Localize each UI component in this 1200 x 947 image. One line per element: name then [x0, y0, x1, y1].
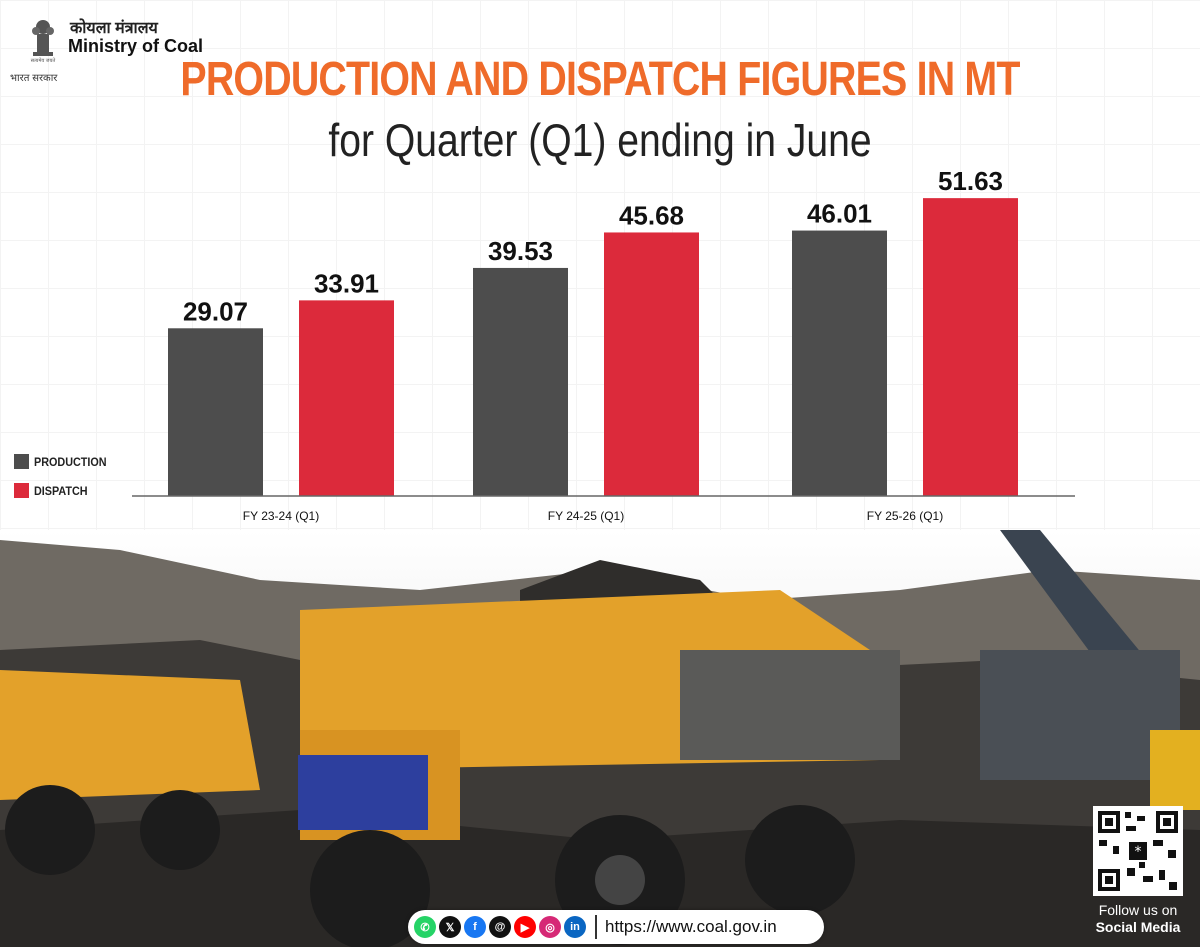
legend-swatch-dispatch [14, 483, 29, 498]
ministry-name-english: Ministry of Coal [68, 36, 204, 56]
page-title: PRODUCTION AND DISPATCH FIGURES IN MT [180, 53, 1020, 106]
bar-production-0 [168, 328, 263, 496]
linkedin-icon[interactable]: in [564, 916, 586, 938]
page-subtitle: for Quarter (Q1) ending in June [328, 114, 872, 166]
qr-code-icon[interactable]: * [1093, 806, 1183, 896]
data-label-production-2: 46.01 [807, 199, 872, 229]
website-link[interactable]: https://www.coal.gov.in [605, 917, 777, 936]
data-label-dispatch-0: 33.91 [314, 268, 379, 298]
legend-item-dispatch: DISPATCH [14, 483, 115, 498]
x-tick-label-1: FY 24-25 (Q1) [548, 509, 624, 523]
bar-production-1 [473, 267, 568, 496]
bar-production-2 [792, 230, 887, 497]
follow-us-text: Follow us on Social Media [1070, 902, 1200, 936]
x-tick-label-2: FY 25-26 (Q1) [867, 509, 943, 523]
x-tick-label-0: FY 23-24 (Q1) [243, 509, 319, 523]
chart-legend: PRODUCTION DISPATCH [14, 454, 115, 512]
government-of-india-hindi: भारत सरकार [10, 73, 58, 84]
instagram-icon[interactable]: ◎ [539, 916, 561, 938]
youtube-icon[interactable]: ▶ [514, 916, 536, 938]
data-label-production-0: 29.07 [183, 296, 248, 326]
bar-dispatch-1 [604, 232, 699, 496]
ministry-logo: सत्यमेव जयते कोयला मंत्रालय Ministry of … [10, 14, 220, 84]
footer-social-bar: ✆ 𝕏 f @ ▶ ◎ in https://www.coal.gov.in [408, 910, 824, 944]
legend-label-production: PRODUCTION [34, 454, 107, 469]
national-emblem-icon: सत्यमेव जयते [31, 20, 56, 64]
bar-dispatch-0 [299, 300, 394, 496]
facebook-icon[interactable]: f [464, 916, 486, 938]
follow-line-2: Social Media [1095, 919, 1181, 935]
threads-icon[interactable]: @ [489, 916, 511, 938]
data-label-production-1: 39.53 [488, 236, 553, 266]
ministry-name-hindi: कोयला मंत्रालय [70, 20, 158, 37]
footer-divider [595, 915, 597, 939]
x-icon[interactable]: 𝕏 [439, 916, 461, 938]
svg-text:सत्यमेव जयते: सत्यमेव जयते [31, 57, 56, 64]
legend-swatch-production [14, 454, 29, 469]
data-label-dispatch-1: 45.68 [619, 200, 684, 230]
data-label-dispatch-2: 51.63 [938, 166, 1003, 196]
legend-label-dispatch: DISPATCH [34, 483, 88, 498]
bar-chart: 29.07 33.91 FY 23-24 (Q1) 39.53 45.68 FY 24-2… [132, 166, 1075, 523]
coal-mine-trucks-photo [0, 530, 1200, 947]
follow-line-1: Follow us on [1098, 902, 1178, 918]
legend-item-production: PRODUCTION [14, 454, 115, 469]
bar-dispatch-2 [923, 198, 1018, 496]
whatsapp-icon[interactable]: ✆ [414, 916, 436, 938]
svg-text:*: * [1135, 844, 1142, 860]
